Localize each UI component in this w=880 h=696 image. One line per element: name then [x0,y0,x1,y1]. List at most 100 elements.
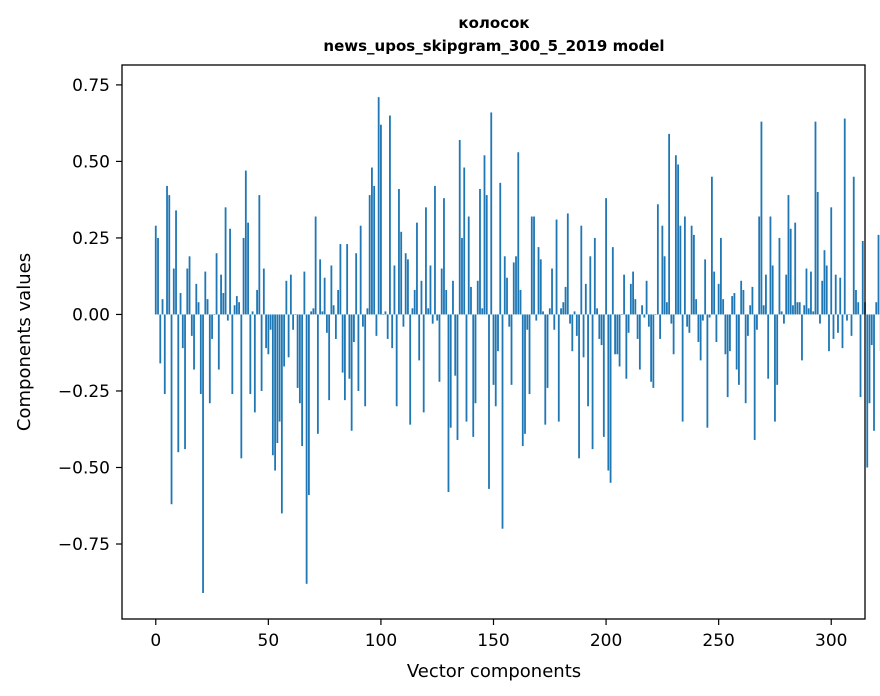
bar-229 [670,314,673,324]
bar-212 [632,271,634,315]
bar-260 [740,280,743,315]
bar-121 [427,308,430,315]
bar-287 [801,314,803,361]
bar-201 [607,314,610,471]
bar-106 [393,265,396,315]
bar-114 [411,308,414,315]
bar-166 [528,314,531,395]
bar-302 [834,274,837,315]
bar-46 [258,195,261,315]
bar-116 [416,222,418,315]
bar-81 [337,289,340,315]
bar-304 [839,277,842,315]
bar-48 [262,268,265,315]
bar-307 [846,314,848,321]
bar-306 [843,118,846,315]
bar-292 [812,311,815,315]
bar-118 [420,280,423,315]
bar-77 [328,314,331,401]
bar-43 [251,311,254,315]
bar-110 [402,314,405,327]
bar-314 [861,240,864,315]
bar-101 [382,314,385,315]
bar-197 [598,314,601,339]
bar-217 [643,314,646,318]
bar-319 [873,314,875,431]
bar-105 [391,314,394,349]
bar-182 [564,286,567,315]
bar-280 [785,274,788,315]
bar-94 [366,308,369,315]
bar-50 [267,314,270,355]
bar-125 [436,314,439,321]
bar-17 [193,314,195,370]
bar-141 [472,314,475,437]
bar-220 [650,314,653,382]
bar-10 [177,314,180,453]
bar-143 [476,280,479,315]
bar-135 [458,139,461,315]
bar-264 [749,305,752,315]
bar-199 [602,314,605,437]
bar-0 [154,225,157,315]
bar-112 [407,259,409,315]
bar-4 [163,314,166,395]
bar-124 [434,185,436,315]
bar-144 [479,188,481,315]
bar-59 [287,314,290,358]
x-tick-label: 50 [258,631,280,651]
bar-52 [271,314,274,456]
bar-39 [242,237,245,315]
bar-115 [413,289,416,315]
bar-296 [821,280,824,315]
bar-321 [877,234,880,315]
bar-85 [346,244,349,315]
bar-1 [157,237,159,315]
bar-145 [481,308,484,315]
bar-232 [677,164,680,315]
bar-174 [546,314,549,388]
bar-308 [848,314,851,315]
bar-159 [512,262,515,315]
bar-316 [866,314,869,468]
bar-277 [778,237,781,315]
y-axis: −0.75 −0.50 −0.25 0.00 0.25 0.50 0.75 [58,76,122,555]
bar-99 [377,97,380,315]
bar-13 [184,314,186,450]
bar-34 [231,314,234,395]
bar-211 [629,283,632,315]
bar-156 [506,277,508,315]
bar-257 [733,293,736,315]
bar-253 [724,314,727,355]
bar-55 [278,314,281,422]
bar-275 [774,314,776,422]
bar-291 [810,271,812,315]
bar-65 [301,314,304,447]
chart-subtitle: news_upos_skipgram_300_5_2019 model [323,37,664,55]
bar-40 [244,170,247,315]
bar-18 [195,283,198,315]
bar-170 [537,247,540,315]
bar-146 [483,155,486,315]
bar-288 [803,305,806,315]
bar-155 [503,256,506,315]
bar-66 [303,271,306,315]
bar-37 [238,302,240,315]
bar-289 [805,268,808,315]
bar-196 [596,308,598,315]
bar-147 [485,195,488,315]
bar-71 [314,216,317,315]
bar-30 [222,293,225,315]
bar-181 [562,302,565,315]
bar-104 [389,115,391,315]
bar-44 [253,314,256,413]
bar-8 [172,268,175,315]
bar-130 [447,314,450,492]
bar-28 [217,314,220,370]
bar-311 [855,289,857,315]
bar-259 [738,314,740,385]
bar-25 [211,314,213,339]
bar-149 [490,112,493,315]
bar-161 [517,152,520,315]
